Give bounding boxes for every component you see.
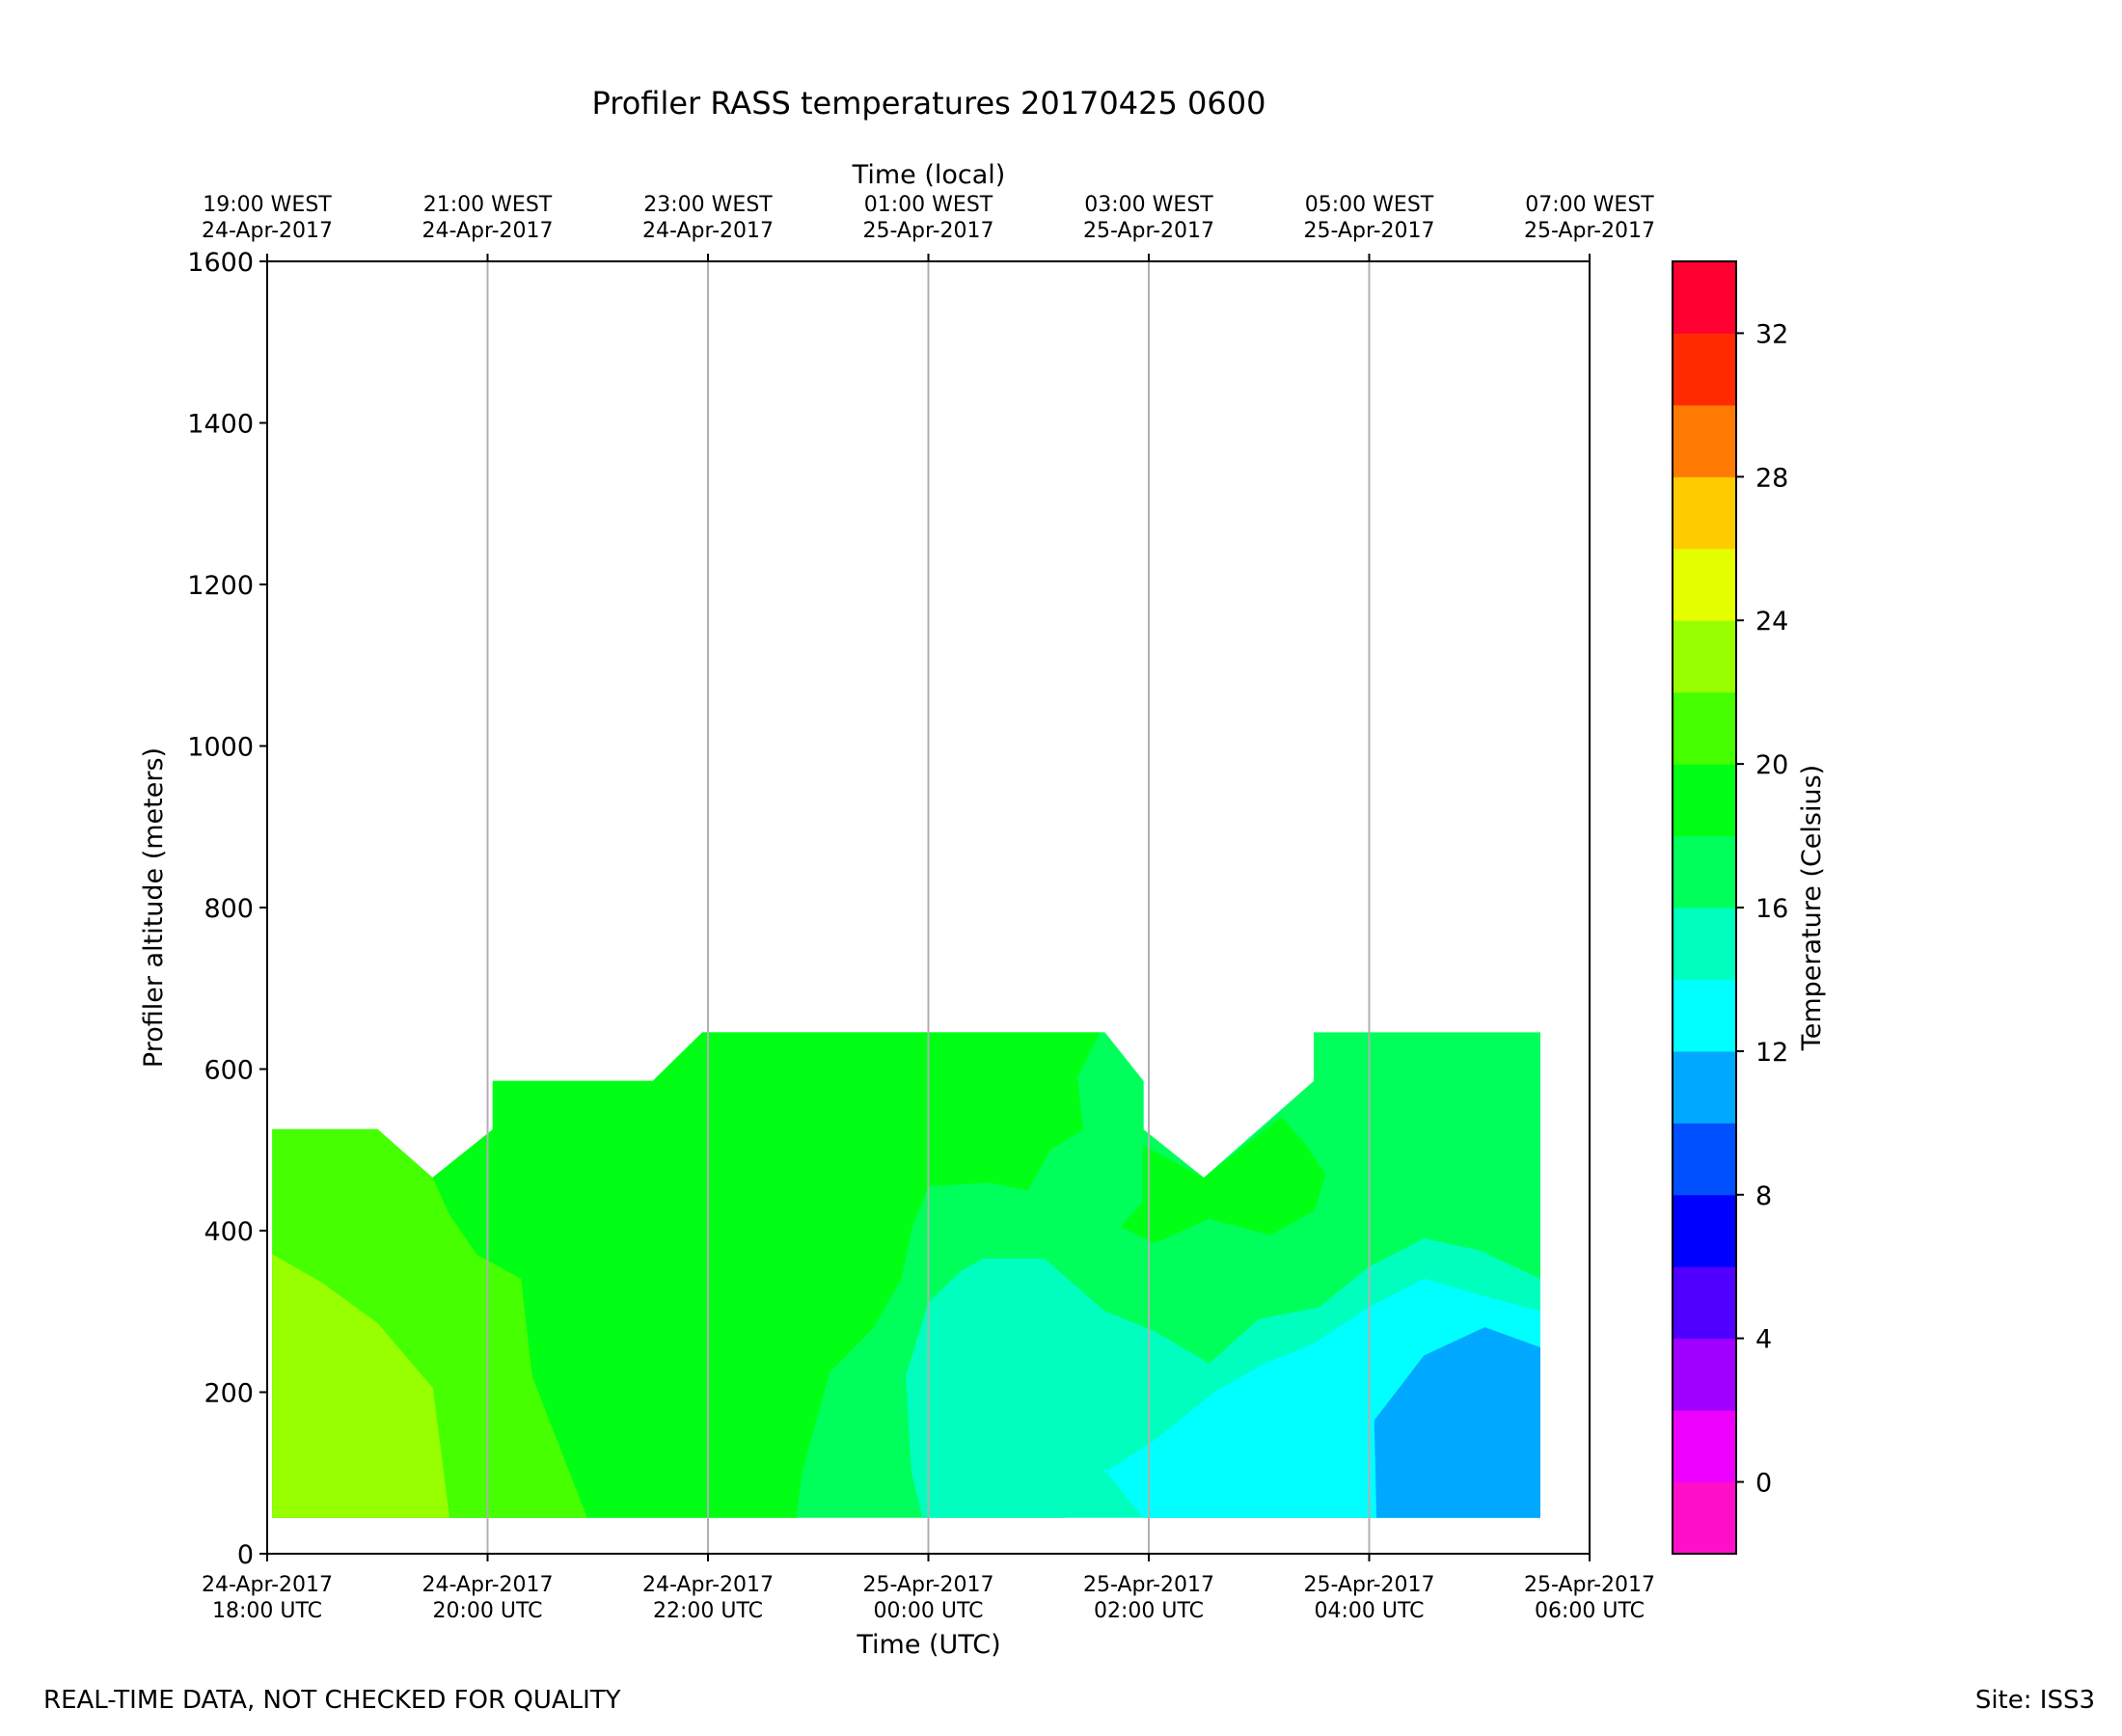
x-tick-time: 20:00 UTC xyxy=(432,1599,542,1623)
y-axis: 0 200 400 600 800 1000 1200 1400 1600 xyxy=(187,248,267,1570)
region-band-10-12C xyxy=(1374,1327,1540,1518)
y-tick-label: 1200 xyxy=(187,571,254,601)
colorbar-level xyxy=(1673,548,1736,621)
top-tick-date: 24-Apr-2017 xyxy=(642,219,774,243)
y-tick-label: 600 xyxy=(204,1056,254,1086)
colorbar-level xyxy=(1673,404,1736,477)
x-tick-date: 25-Apr-2017 xyxy=(862,1573,993,1597)
top-tick-date: 25-Apr-2017 xyxy=(1083,219,1214,243)
y-tick-label: 0 xyxy=(237,1540,254,1570)
colorbar-level xyxy=(1673,1050,1736,1124)
x-tick-time: 00:00 UTC xyxy=(873,1599,983,1623)
y-tick-label: 400 xyxy=(204,1217,254,1247)
top-tick-time: 19:00 WEST xyxy=(203,193,332,217)
colorbar-level xyxy=(1673,476,1736,550)
top-axis-label: Time (local) xyxy=(852,160,1006,190)
contour-regions xyxy=(272,1032,1540,1518)
colorbar-level xyxy=(1673,1266,1736,1340)
colorbar-level xyxy=(1673,261,1736,334)
x-tick-time: 22:00 UTC xyxy=(653,1599,763,1623)
colorbar-tick-label: 12 xyxy=(1755,1038,1788,1068)
colorbar-tick-label: 20 xyxy=(1755,750,1788,780)
colorbar-tick-label: 32 xyxy=(1755,319,1788,349)
y-tick-label: 800 xyxy=(204,894,254,924)
colorbar-level xyxy=(1673,620,1736,693)
colorbar-tick-label: 8 xyxy=(1755,1181,1772,1211)
top-tick-time: 07:00 WEST xyxy=(1525,193,1654,217)
x-tick-time: 06:00 UTC xyxy=(1535,1599,1645,1623)
y-tick-label: 1600 xyxy=(187,248,254,278)
x-tick-time: 04:00 UTC xyxy=(1314,1599,1424,1623)
colorbar-level xyxy=(1673,1481,1736,1555)
colorbar-level xyxy=(1673,1410,1736,1483)
x-tick-date: 24-Apr-2017 xyxy=(422,1573,553,1597)
x-tick-time: 02:00 UTC xyxy=(1094,1599,1204,1623)
x-axis-title: Time (UTC) xyxy=(856,1630,1000,1660)
colorbar-level xyxy=(1673,764,1736,837)
top-tick-date: 25-Apr-2017 xyxy=(1524,219,1655,243)
colorbar-tick-label: 24 xyxy=(1755,607,1788,637)
top-tick-time: 03:00 WEST xyxy=(1084,193,1213,217)
x-tick-date: 25-Apr-2017 xyxy=(1083,1573,1214,1597)
chart-title: Profiler RASS temperatures 20170425 0600 xyxy=(592,85,1266,122)
colorbar-title: Temperature (Celsius) xyxy=(1797,765,1827,1051)
y-tick-label: 1000 xyxy=(187,733,254,763)
y-tick-label: 1400 xyxy=(187,410,254,440)
colorbar-tick-label: 16 xyxy=(1755,894,1788,924)
time-gridlines xyxy=(486,261,1371,1554)
colorbar-level xyxy=(1673,1123,1736,1196)
colorbar-tick-label: 0 xyxy=(1755,1469,1772,1499)
colorbar xyxy=(1673,261,1736,1555)
region-band-22-24C xyxy=(272,1254,449,1518)
colorbar-level xyxy=(1673,835,1736,909)
colorbar-level xyxy=(1673,1194,1736,1267)
colorbar-level xyxy=(1673,692,1736,765)
top-tick-date: 25-Apr-2017 xyxy=(862,219,993,243)
top-tick-date: 24-Apr-2017 xyxy=(422,219,553,243)
colorbar-level xyxy=(1673,1338,1736,1411)
x-tick-time: 18:00 UTC xyxy=(212,1599,322,1623)
y-tick-label: 200 xyxy=(204,1379,254,1409)
colorbar-level xyxy=(1673,333,1736,406)
quality-disclaimer: REAL-TIME DATA, NOT CHECKED FOR QUALITY xyxy=(43,1686,621,1715)
colorbar-level xyxy=(1673,908,1736,980)
colorbar-tick-label: 4 xyxy=(1755,1325,1772,1355)
x-tick-date: 25-Apr-2017 xyxy=(1303,1573,1434,1597)
top-tick-time: 21:00 WEST xyxy=(423,193,553,217)
colorbar-level xyxy=(1673,979,1736,1052)
top-tick-date: 25-Apr-2017 xyxy=(1303,219,1434,243)
site-label: Site: ISS3 xyxy=(1974,1686,2095,1715)
x-tick-date: 24-Apr-2017 xyxy=(642,1573,774,1597)
y-axis-title: Profiler altitude (meters) xyxy=(139,747,169,1068)
x-tick-date: 25-Apr-2017 xyxy=(1524,1573,1655,1597)
colorbar-ticks: 0 4 8 12 16 20 24 28 32 xyxy=(1736,319,1788,1499)
region-warm-pocket-18-20C xyxy=(1120,1117,1326,1244)
top-tick-time: 01:00 WEST xyxy=(864,193,993,217)
top-tick-time: 05:00 WEST xyxy=(1305,193,1434,217)
colorbar-tick-label: 28 xyxy=(1755,463,1788,493)
top-tick-date: 24-Apr-2017 xyxy=(202,219,333,243)
x-tick-date: 24-Apr-2017 xyxy=(202,1573,333,1597)
top-tick-time: 23:00 WEST xyxy=(643,193,773,217)
